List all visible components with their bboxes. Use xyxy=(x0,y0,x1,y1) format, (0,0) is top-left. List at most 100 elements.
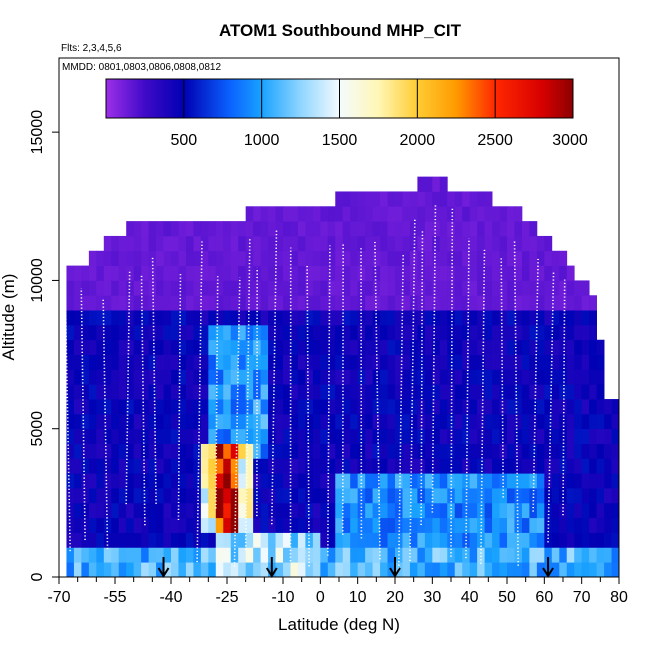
heatmap-cell xyxy=(171,280,179,296)
flight-profile-line xyxy=(196,241,203,563)
heatmap-cell xyxy=(275,310,284,326)
heatmap-cell xyxy=(454,295,463,311)
heatmap-cell xyxy=(357,280,366,296)
heatmap-cell xyxy=(447,532,456,548)
heatmap-cell xyxy=(230,547,239,563)
flight-profile-line xyxy=(327,245,331,556)
heatmap-cell xyxy=(439,458,448,474)
heatmap-cell xyxy=(297,413,306,430)
heatmap-cell xyxy=(133,310,142,326)
heatmap-cell xyxy=(312,458,321,474)
heatmap-cell xyxy=(380,488,388,504)
heatmap-cell xyxy=(275,562,284,577)
heatmap-cell xyxy=(484,399,493,415)
heatmap-cell xyxy=(126,369,135,385)
x-axis-label: Latitude (deg N) xyxy=(278,615,400,634)
heatmap-cell xyxy=(171,473,179,489)
heatmap-cell xyxy=(589,324,597,341)
heatmap-cell xyxy=(596,369,605,385)
heatmap-cell xyxy=(245,354,254,370)
heatmap-cell xyxy=(536,547,545,563)
heatmap-cell xyxy=(342,235,351,252)
heatmap-cell xyxy=(566,532,575,548)
heatmap-cell xyxy=(66,547,75,563)
heatmap-cell xyxy=(529,235,538,252)
heatmap-cell xyxy=(469,413,478,430)
heatmap-cell xyxy=(148,443,157,459)
heatmap-cell xyxy=(514,413,523,430)
heatmap-cell xyxy=(148,310,157,326)
heatmap-cell xyxy=(499,235,508,252)
heatmap-cell xyxy=(536,488,545,504)
heatmap-cell xyxy=(611,443,619,459)
heatmap-cell xyxy=(133,384,142,400)
flight-profile-line xyxy=(500,258,505,498)
heatmap-cell xyxy=(417,443,426,459)
heatmap-cell xyxy=(335,517,344,533)
heatmap-cell xyxy=(395,488,403,504)
heatmap-cell xyxy=(611,532,619,548)
heatmap-cell xyxy=(507,562,515,577)
heatmap-cell xyxy=(589,339,597,355)
heatmap-cell xyxy=(499,354,508,370)
heatmap-cell xyxy=(208,473,217,489)
heatmap-cell xyxy=(253,265,261,281)
heatmap-cell xyxy=(215,473,224,489)
heatmap-cell xyxy=(611,547,619,563)
heatmap-cell xyxy=(492,369,500,385)
heatmap-cell xyxy=(521,221,530,237)
heatmap-cell xyxy=(454,562,463,577)
heatmap-cell xyxy=(66,384,75,400)
heatmap-cell xyxy=(88,265,97,281)
heatmap-cell xyxy=(111,250,120,266)
heatmap-cell xyxy=(335,310,344,326)
heatmap-cell xyxy=(260,502,269,519)
heatmap-cell xyxy=(581,547,590,563)
heatmap-cell xyxy=(96,339,105,355)
heatmap-cell xyxy=(507,280,515,296)
heatmap-cell xyxy=(103,399,112,415)
heatmap-cell xyxy=(238,295,247,311)
heatmap-cell xyxy=(350,399,359,415)
heatmap-cell xyxy=(290,324,299,341)
heatmap-cell xyxy=(454,339,463,355)
heatmap-cell xyxy=(193,280,202,296)
heatmap-cell xyxy=(477,502,485,519)
heatmap-cell xyxy=(215,295,224,311)
heatmap-cell xyxy=(290,428,299,444)
heatmap-cell xyxy=(81,324,90,341)
heatmap-cell xyxy=(380,295,388,311)
heatmap-cell xyxy=(163,443,172,459)
heatmap-cell xyxy=(133,339,142,355)
heatmap-cell xyxy=(447,562,456,577)
heatmap-cell xyxy=(88,547,97,563)
heatmap-cell xyxy=(111,339,120,355)
heatmap-cell xyxy=(215,310,224,326)
heatmap-cell xyxy=(156,280,164,296)
heatmap-cell xyxy=(208,532,217,548)
heatmap-cell xyxy=(148,280,157,296)
heatmap-cell xyxy=(574,532,583,548)
heatmap-cell xyxy=(611,562,619,577)
heatmap-cell xyxy=(559,280,568,296)
heatmap-cell xyxy=(365,384,373,400)
heatmap-cell xyxy=(230,295,239,311)
heatmap-cell xyxy=(395,324,403,341)
heatmap-cell xyxy=(283,399,291,415)
heatmap-cell xyxy=(193,250,202,266)
heatmap-cell xyxy=(387,532,396,548)
heatmap-cell xyxy=(536,265,545,281)
heatmap-cell xyxy=(297,502,306,519)
heatmap-cell xyxy=(118,235,127,252)
heatmap-cell xyxy=(409,206,418,222)
heatmap-cell xyxy=(223,354,232,370)
heatmap-cell xyxy=(133,280,142,296)
heatmap-cell xyxy=(409,547,418,563)
heatmap-cell xyxy=(163,265,172,281)
heatmap-cell xyxy=(96,250,105,266)
heatmap-cell xyxy=(73,443,82,459)
heatmap-cell xyxy=(141,221,149,237)
heatmap-cell xyxy=(283,413,291,430)
heatmap-cell xyxy=(126,310,135,326)
